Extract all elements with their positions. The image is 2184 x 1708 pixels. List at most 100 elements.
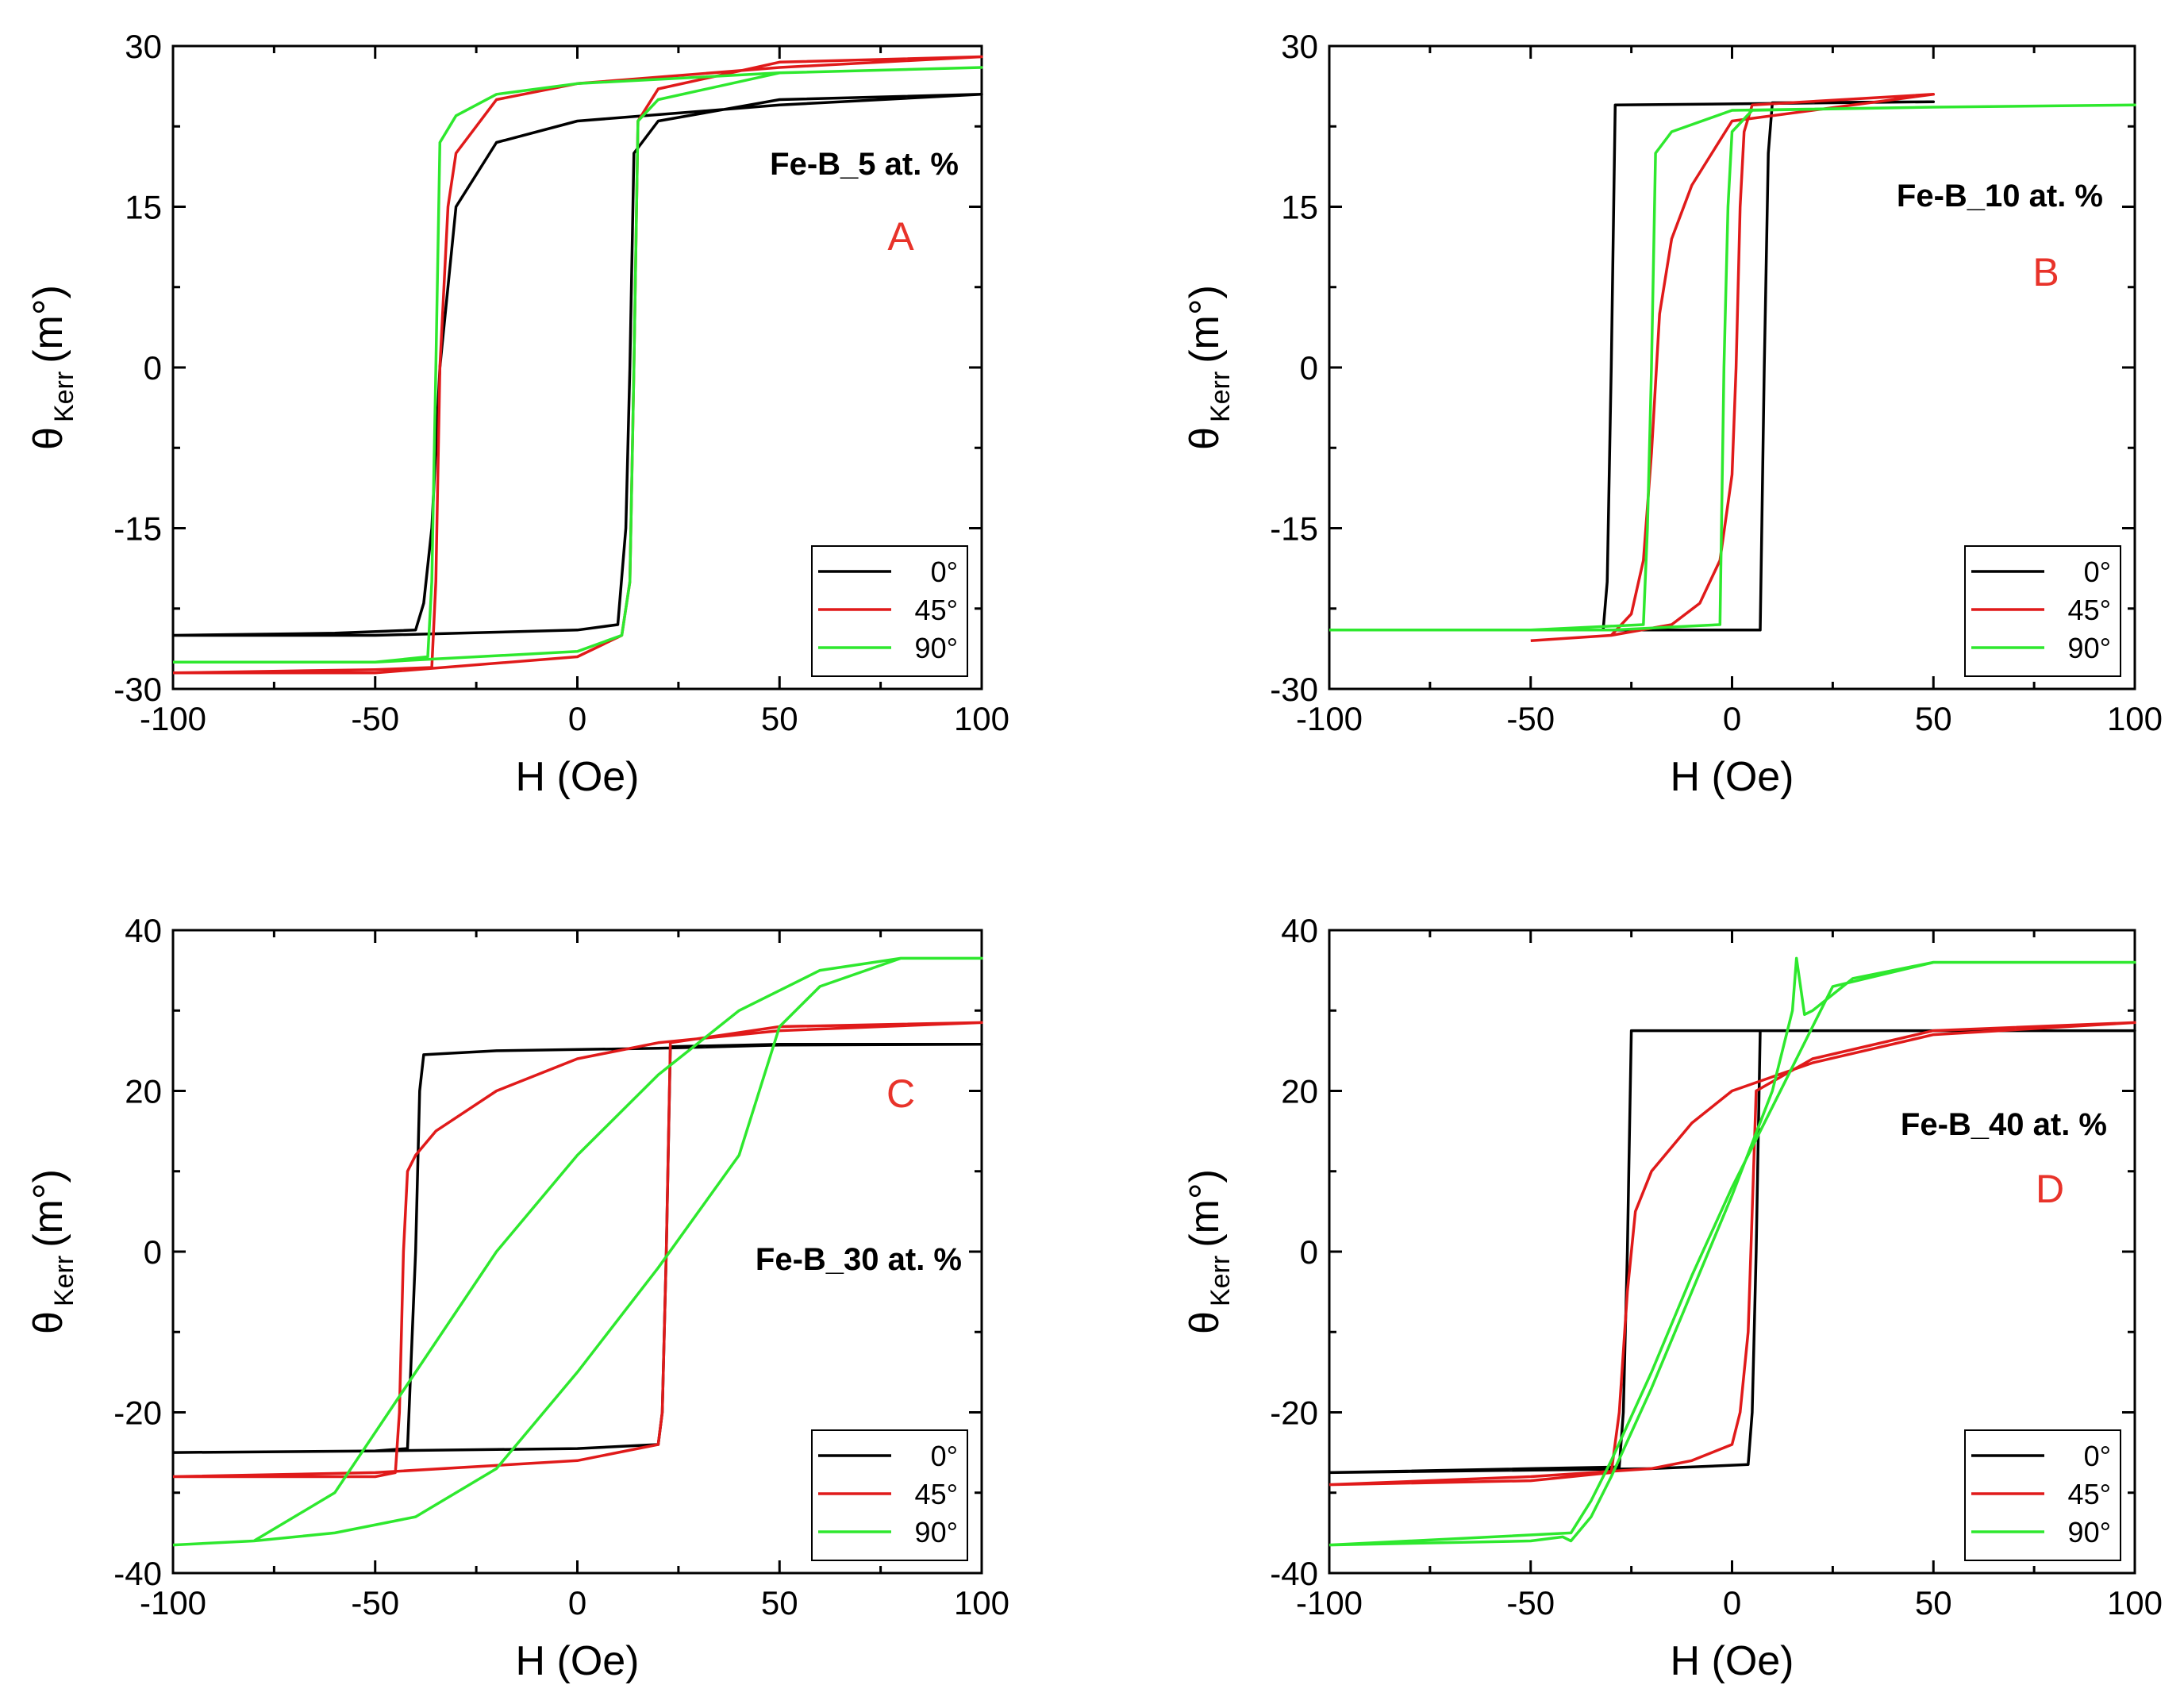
panel-b-legend-label-45deg: 45° xyxy=(2068,594,2111,626)
panel-d-x-axis-label: H (Oe) xyxy=(1671,1638,1794,1684)
panel-c: -100 -50 0 50 100 -40 -20 0 20 40 H (Oe) θ Kerr (m°) F… xyxy=(25,912,1009,1684)
panel-b-y-tick-label: -30 xyxy=(1270,671,1318,708)
panel-d-x-tick-label: 100 xyxy=(2107,1584,2163,1621)
panel-b-y-axis-unit: (m°) xyxy=(1182,285,1228,364)
panel-b: -100 -50 0 50 100 -30 -15 0 15 30 H (Oe) θ Kerr (m°) F… xyxy=(1182,28,2163,800)
panel-c-legend-label-0deg: 0° xyxy=(931,1440,958,1472)
panel-b-series-0deg xyxy=(1530,100,1936,632)
panel-d-y-tick-label: -20 xyxy=(1270,1394,1318,1432)
panel-b-y-tick-label: -15 xyxy=(1270,510,1318,548)
panel-c-x-tick-label: 50 xyxy=(761,1584,798,1621)
panel-c-sample-label: Fe-B_30 at. % xyxy=(756,1242,962,1277)
panel-c-x-tick-label: 100 xyxy=(954,1584,1009,1621)
panel-b-y-tick-label: 30 xyxy=(1281,28,1318,65)
panel-b-y-axis-label: θ Kerr (m°) xyxy=(1182,285,1236,450)
panel-c-y-axis-symbol: θ xyxy=(25,1311,71,1334)
panel-a-legend-label-90deg: 90° xyxy=(915,632,958,664)
panel-a-y-axis-subscript: Kerr xyxy=(49,371,79,422)
panel-a-x-axis-label: H (Oe) xyxy=(516,754,640,800)
panel-c-x-tick-label: -100 xyxy=(140,1584,206,1621)
panel-d-legend-label-0deg: 0° xyxy=(2084,1440,2111,1472)
panel-d-x-tick-label: 50 xyxy=(1915,1584,1952,1621)
panel-b-y-tick-label: 0 xyxy=(1300,349,1318,387)
panel-c-y-tick-label: 0 xyxy=(144,1233,162,1271)
panel-a-y-axis-label: θ Kerr (m°) xyxy=(25,285,79,450)
panel-d-panel-letter: D xyxy=(2036,1167,2064,1211)
panel-a-x-tick-label: 100 xyxy=(954,700,1009,737)
panel-c-series-0deg xyxy=(172,1043,983,1454)
panel-a-y-tick-label: -15 xyxy=(113,510,162,548)
panel-b-panel-letter: B xyxy=(2032,250,2059,294)
panel-d-x-tick-label: -50 xyxy=(1506,1584,1555,1621)
panel-a-series-0deg xyxy=(172,93,983,637)
panel-b-series-90deg xyxy=(1329,103,2136,632)
panel-d-y-tick-label: 0 xyxy=(1300,1233,1318,1271)
panel-d-series-45deg xyxy=(1328,1021,2136,1487)
panel-b-y-tick-label: 15 xyxy=(1281,189,1318,226)
panel-c-legend-label-90deg: 90° xyxy=(915,1516,958,1548)
panel-d-y-axis-unit: (m°) xyxy=(1182,1169,1228,1248)
panel-b-x-tick-label: -100 xyxy=(1296,700,1363,737)
panel-d-y-tick-label: -40 xyxy=(1270,1555,1318,1592)
panel-a: -100 -50 0 50 100 -30 -15 0 15 30 H (Oe) θ Kerr (m°) F… xyxy=(25,28,1009,800)
panel-c-x-axis-label: H (Oe) xyxy=(516,1638,640,1684)
panel-a-y-tick-label: 0 xyxy=(144,349,162,387)
panel-b-x-tick-label: 100 xyxy=(2107,700,2163,737)
panel-a-x-tick-label: -50 xyxy=(351,700,399,737)
panel-d-y-axis-subscript: Kerr xyxy=(1205,1256,1236,1306)
panel-c-series-90deg xyxy=(172,956,983,1547)
panel-a-series-90deg xyxy=(173,66,983,664)
panel-a-legend-label-45deg: 45° xyxy=(915,594,958,626)
panel-c-y-axis-unit: (m°) xyxy=(25,1169,71,1248)
panel-c-y-axis-label: θ Kerr (m°) xyxy=(25,1169,79,1334)
panel-c-x-tick-label: -50 xyxy=(351,1584,399,1621)
panel-d-y-axis-label: θ Kerr (m°) xyxy=(1182,1169,1236,1334)
panel-c-y-tick-label: -20 xyxy=(113,1394,162,1432)
panel-c-panel-letter: C xyxy=(886,1071,915,1116)
panel-c-y-tick-label: 40 xyxy=(125,912,162,949)
panel-b-x-tick-label: 50 xyxy=(1915,700,1952,737)
panel-a-y-tick-label: 30 xyxy=(125,28,162,65)
panel-d-y-axis-symbol: θ xyxy=(1182,1311,1228,1334)
panel-a-y-axis-unit: (m°) xyxy=(25,285,71,364)
panel-b-legend-label-90deg: 90° xyxy=(2068,632,2111,664)
panel-a-panel-letter: A xyxy=(887,214,914,259)
panel-a-x-tick-label: 0 xyxy=(568,700,586,737)
panel-b-series-45deg xyxy=(1530,93,1936,643)
panel-d-legend-label-45deg: 45° xyxy=(2068,1478,2111,1510)
panel-d-y-tick-label: 40 xyxy=(1281,912,1318,949)
panel-c-y-tick-label: 20 xyxy=(125,1073,162,1110)
panel-c-legend-label-45deg: 45° xyxy=(915,1478,958,1510)
panel-c-y-tick-label: -40 xyxy=(113,1555,162,1592)
panel-a-y-tick-label: 15 xyxy=(125,189,162,226)
panel-a-x-tick-label: 50 xyxy=(761,700,798,737)
panel-d: -100 -50 0 50 100 -40 -20 0 20 40 H (Oe) θ Kerr (m°) F… xyxy=(1182,912,2163,1684)
panel-b-legend-label-0deg: 0° xyxy=(2084,556,2111,588)
panel-d-series-90deg xyxy=(1328,956,2136,1547)
panel-d-x-tick-label: -100 xyxy=(1296,1584,1363,1621)
panel-a-legend-label-0deg: 0° xyxy=(931,556,958,588)
panel-b-x-axis-label: H (Oe) xyxy=(1671,754,1794,800)
panel-a-x-tick-label: -100 xyxy=(140,700,206,737)
panel-b-legend xyxy=(1964,545,2121,677)
panel-d-legend xyxy=(1964,1429,2121,1561)
panel-a-legend xyxy=(811,545,968,677)
panel-d-legend-label-90deg: 90° xyxy=(2068,1516,2111,1548)
panel-a-y-axis-symbol: θ xyxy=(25,427,71,450)
panel-c-legend xyxy=(811,1429,968,1561)
panel-c-x-tick-label: 0 xyxy=(568,1584,586,1621)
panel-a-sample-label: Fe-B_5 at. % xyxy=(770,147,959,182)
panel-b-y-axis-symbol: θ xyxy=(1182,427,1228,450)
panel-d-y-tick-label: 20 xyxy=(1281,1073,1318,1110)
panel-d-series-0deg xyxy=(1328,1029,2136,1475)
panel-c-y-axis-subscript: Kerr xyxy=(49,1256,79,1306)
panel-b-x-tick-label: -50 xyxy=(1506,700,1555,737)
panel-d-x-tick-label: 0 xyxy=(1723,1584,1741,1621)
panel-b-y-axis-subscript: Kerr xyxy=(1205,371,1236,422)
panel-c-series-45deg xyxy=(172,1021,983,1479)
panel-b-x-tick-label: 0 xyxy=(1723,700,1741,737)
panel-b-sample-label: Fe-B_10 at. % xyxy=(1897,179,2103,213)
panel-d-sample-label: Fe-B_40 at. % xyxy=(1901,1107,2107,1142)
panel-a-y-tick-label: -30 xyxy=(113,671,162,708)
